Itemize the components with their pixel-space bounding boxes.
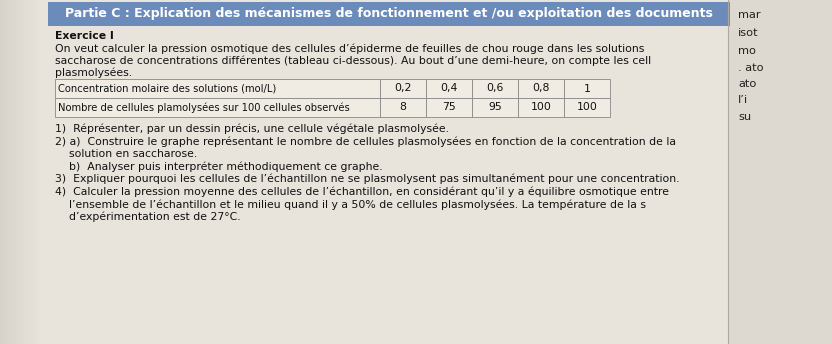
Text: plasmolysées.: plasmolysées.: [55, 68, 132, 78]
Bar: [29, 0, 30, 344]
Bar: [564, 98, 610, 117]
Bar: [28, 0, 29, 344]
Bar: [13, 0, 14, 344]
Text: . ato: . ato: [738, 63, 764, 73]
Text: su: su: [738, 112, 751, 122]
Bar: [380, 98, 426, 117]
Text: 0,4: 0,4: [440, 84, 458, 94]
Text: isot: isot: [738, 28, 759, 38]
Bar: [48, 2, 730, 26]
Bar: [518, 98, 564, 117]
Text: l’i: l’i: [738, 95, 748, 105]
Text: On veut calculer la pression osmotique des cellules d’épiderme de feuilles de ch: On veut calculer la pression osmotique d…: [55, 44, 644, 54]
Text: ato: ato: [738, 79, 756, 89]
Text: 4)  Calculer la pression moyenne des cellules de l’échantillon, en considérant q: 4) Calculer la pression moyenne des cell…: [55, 186, 669, 197]
Bar: [18, 0, 19, 344]
Bar: [39, 0, 40, 344]
Text: Nombre de cellules plamolysées sur 100 cellules observés: Nombre de cellules plamolysées sur 100 c…: [58, 102, 349, 113]
Bar: [472, 79, 518, 98]
Bar: [38, 0, 39, 344]
Bar: [380, 79, 426, 98]
Bar: [728, 0, 832, 344]
Text: mo: mo: [738, 46, 756, 56]
Bar: [22, 0, 23, 344]
Bar: [19, 0, 20, 344]
Text: 2) a)  Construire le graphe représentant le nombre de cellules plasmolysées en f: 2) a) Construire le graphe représentant …: [55, 137, 676, 147]
Bar: [6, 0, 7, 344]
Bar: [16, 0, 17, 344]
Bar: [564, 79, 610, 98]
Text: 95: 95: [488, 103, 502, 112]
Text: 1)  Réprésenter, par un dessin précis, une cellule végétale plasmolysée.: 1) Réprésenter, par un dessin précis, un…: [55, 124, 449, 135]
Bar: [24, 0, 25, 344]
Bar: [2, 0, 3, 344]
Bar: [32, 0, 33, 344]
Bar: [17, 0, 18, 344]
Text: l’ensemble de l’échantillon et le milieu quand il y a 50% de cellules plasmolysé: l’ensemble de l’échantillon et le milieu…: [55, 199, 646, 209]
Text: solution en saccharose.: solution en saccharose.: [55, 149, 197, 159]
Bar: [1, 0, 2, 344]
Text: Concentration molaire des solutions (mol/L): Concentration molaire des solutions (mol…: [58, 84, 276, 94]
Bar: [472, 98, 518, 117]
Text: 75: 75: [442, 103, 456, 112]
Text: 0,6: 0,6: [487, 84, 503, 94]
Bar: [26, 0, 27, 344]
Text: b)  Analyser puis interpréter méthodiquement ce graphe.: b) Analyser puis interpréter méthodiquem…: [55, 161, 383, 172]
Text: 1: 1: [583, 84, 591, 94]
Bar: [3, 0, 4, 344]
Bar: [35, 0, 36, 344]
Text: 8: 8: [399, 103, 407, 112]
Bar: [10, 0, 11, 344]
Bar: [31, 0, 32, 344]
Bar: [36, 0, 37, 344]
Bar: [9, 0, 10, 344]
Bar: [55, 79, 380, 98]
Bar: [30, 0, 31, 344]
Text: 0,2: 0,2: [394, 84, 412, 94]
Text: Partie C : Explication des mécanismes de fonctionnement et /ou exploitation des : Partie C : Explication des mécanismes de…: [65, 8, 713, 21]
Bar: [14, 0, 15, 344]
Bar: [23, 0, 24, 344]
Bar: [7, 0, 8, 344]
Bar: [5, 0, 6, 344]
Bar: [33, 0, 34, 344]
Text: 100: 100: [531, 103, 552, 112]
Bar: [34, 0, 35, 344]
Text: Exercice I: Exercice I: [55, 31, 114, 41]
Bar: [426, 79, 472, 98]
Bar: [426, 98, 472, 117]
Bar: [15, 0, 16, 344]
Bar: [4, 0, 5, 344]
Bar: [12, 0, 13, 344]
Bar: [20, 0, 21, 344]
Text: 0,8: 0,8: [532, 84, 550, 94]
Bar: [518, 79, 564, 98]
Text: mar: mar: [738, 10, 760, 20]
Text: d’expérimentation est de 27°C.: d’expérimentation est de 27°C.: [55, 212, 240, 222]
Bar: [0, 0, 1, 344]
Bar: [25, 0, 26, 344]
Bar: [37, 0, 38, 344]
Text: 3)  Expliquer pourquoi les cellules de l’échantillon ne se plasmolysent pas simu: 3) Expliquer pourquoi les cellules de l’…: [55, 174, 680, 184]
Bar: [27, 0, 28, 344]
Bar: [11, 0, 12, 344]
Bar: [55, 98, 380, 117]
Text: saccharose de concentrations différentes (tableau ci-dessous). Au bout d’une dem: saccharose de concentrations différentes…: [55, 56, 651, 66]
Bar: [8, 0, 9, 344]
Text: 100: 100: [577, 103, 597, 112]
Bar: [21, 0, 22, 344]
